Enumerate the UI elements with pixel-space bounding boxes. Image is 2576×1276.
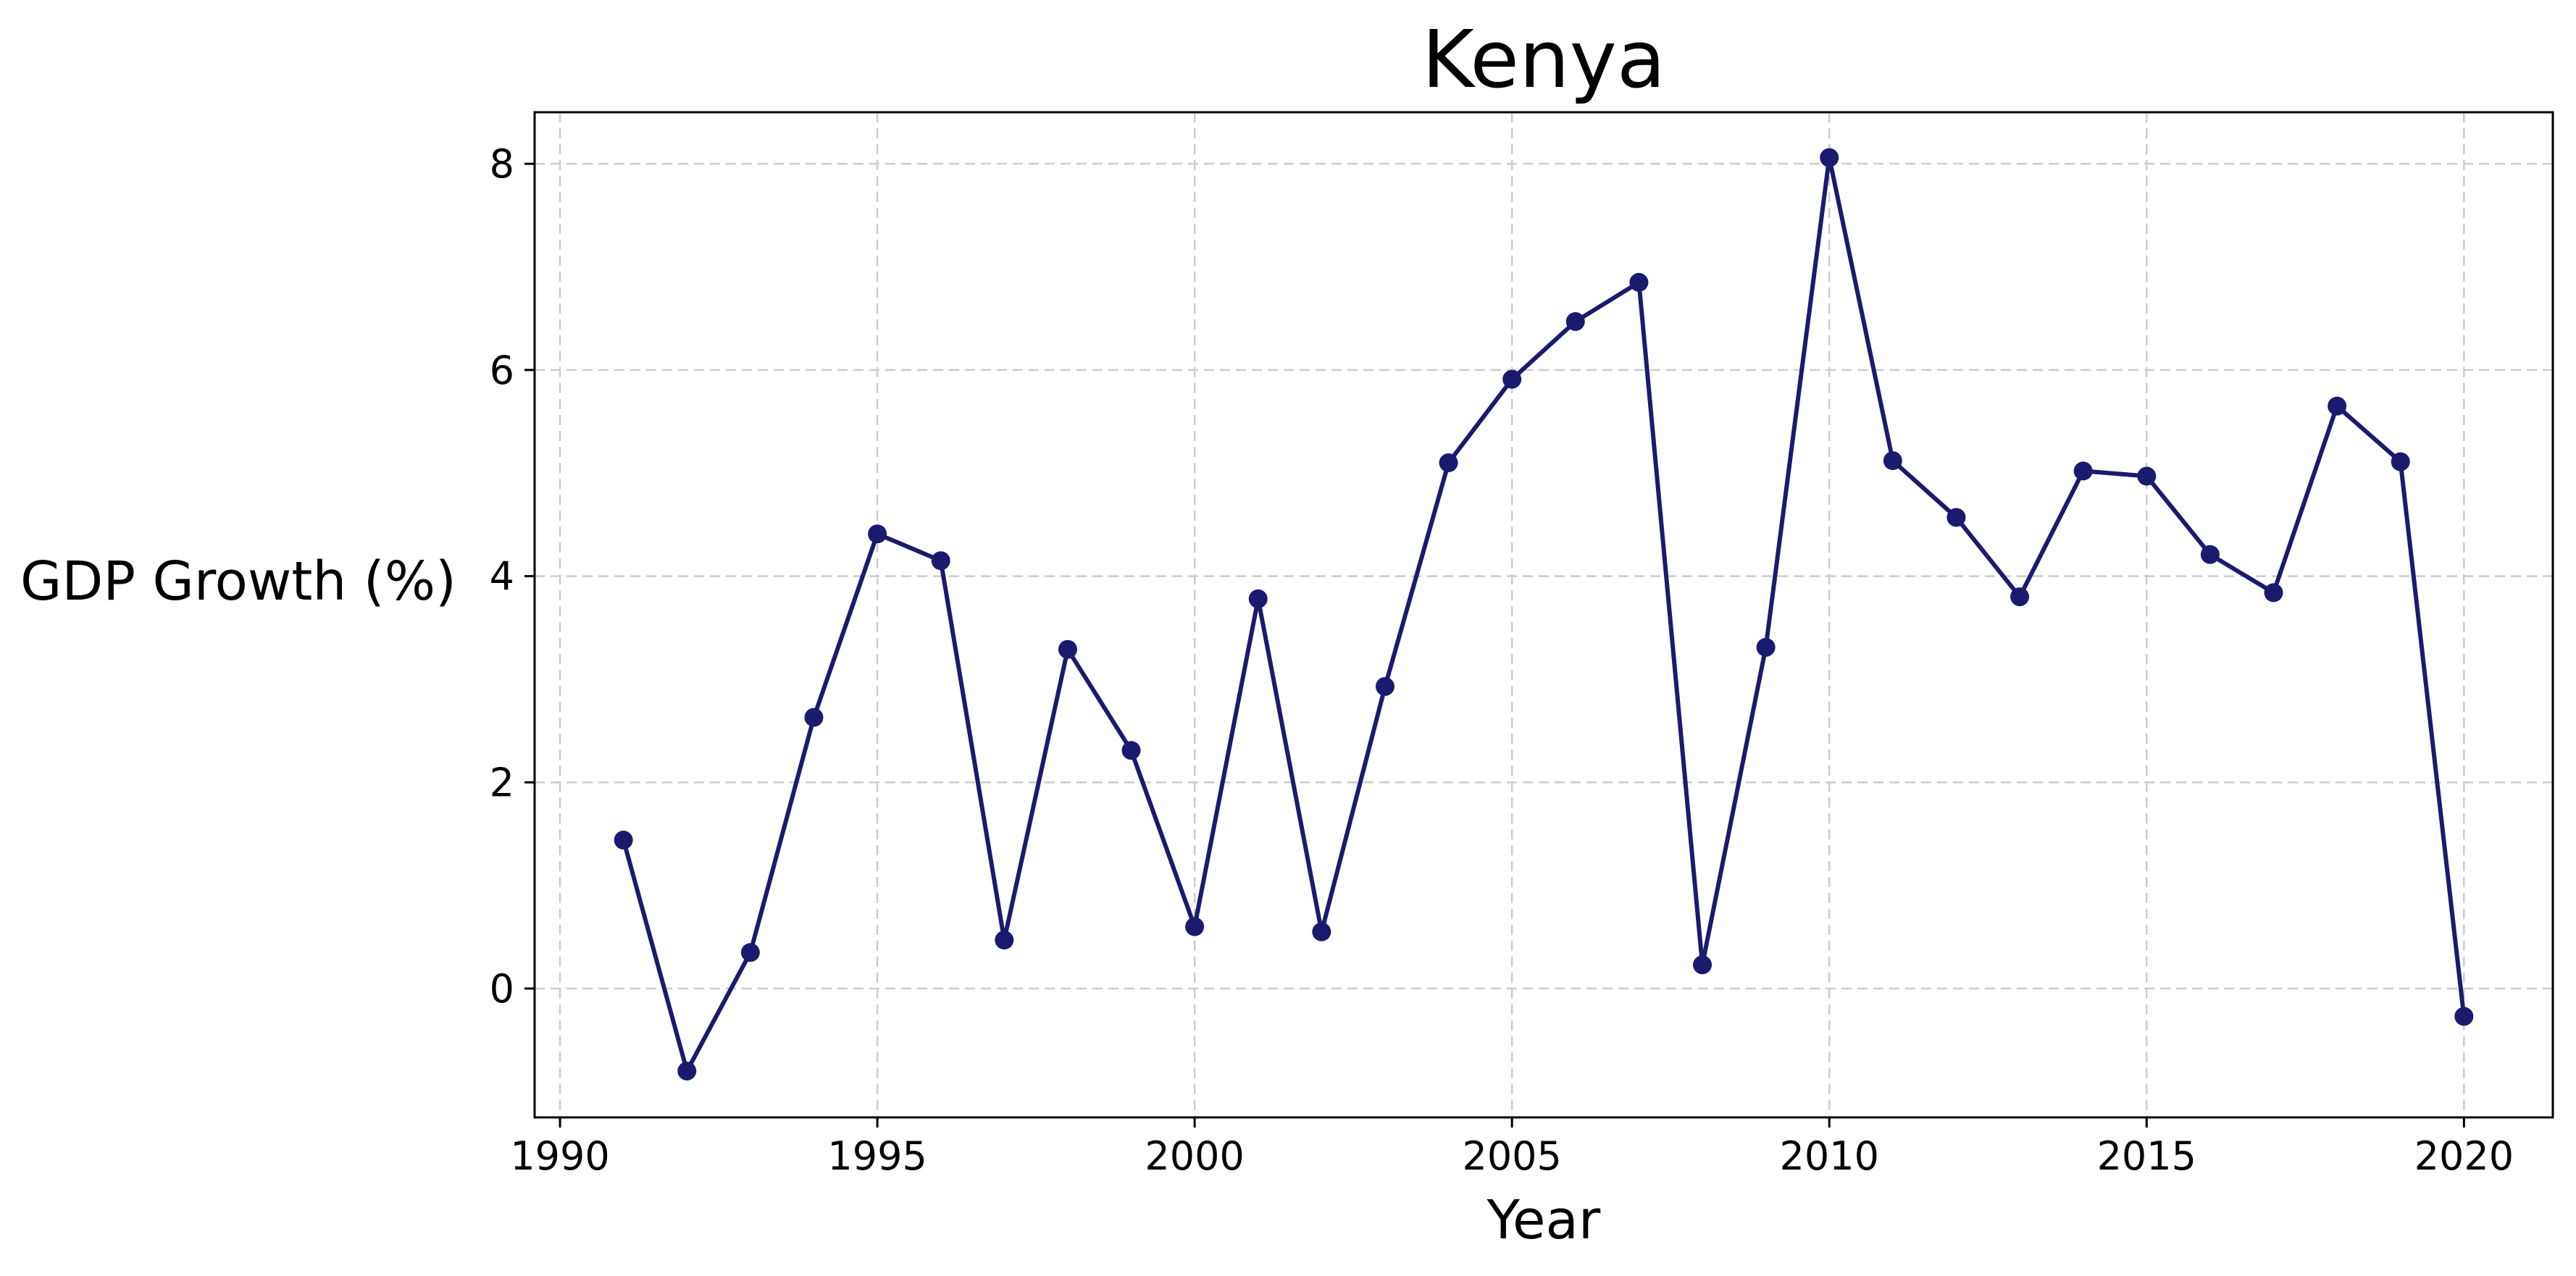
y-tick-label: 2 bbox=[490, 760, 514, 805]
data-point-1995 bbox=[868, 524, 887, 544]
data-point-2014 bbox=[2073, 461, 2093, 481]
x-tick-label: 2010 bbox=[1780, 1133, 1879, 1179]
series-layer bbox=[614, 148, 2474, 1080]
data-point-2018 bbox=[2328, 396, 2347, 416]
data-point-2008 bbox=[1693, 955, 1713, 975]
y-axis-label: GDP Growth (%) bbox=[20, 550, 456, 613]
data-point-2004 bbox=[1439, 453, 1458, 473]
data-point-2003 bbox=[1375, 676, 1394, 696]
data-point-1997 bbox=[995, 931, 1014, 950]
chart-title: Kenya bbox=[1422, 13, 1666, 106]
data-point-2011 bbox=[1883, 451, 1902, 471]
data-point-2015 bbox=[2137, 466, 2157, 486]
grid-lines bbox=[535, 112, 2553, 1117]
data-point-1994 bbox=[804, 708, 824, 727]
data-point-2010 bbox=[1820, 148, 1839, 167]
data-point-2001 bbox=[1248, 589, 1268, 608]
data-point-2016 bbox=[2200, 545, 2220, 564]
data-point-1992 bbox=[677, 1061, 697, 1080]
x-tick-label: 2000 bbox=[1145, 1133, 1244, 1179]
data-point-2020 bbox=[2454, 1007, 2474, 1026]
data-point-2002 bbox=[1312, 922, 1331, 941]
x-tick-label: 2005 bbox=[1462, 1133, 1561, 1179]
data-point-1993 bbox=[740, 943, 760, 962]
x-tick-label: 2020 bbox=[2414, 1133, 2514, 1179]
data-point-2013 bbox=[2010, 587, 2030, 607]
data-point-1996 bbox=[931, 551, 950, 571]
x-axis-label: Year bbox=[1486, 1189, 1601, 1251]
x-tick-label: 1990 bbox=[510, 1133, 609, 1179]
data-point-1991 bbox=[614, 831, 633, 850]
data-point-2005 bbox=[1502, 369, 1522, 389]
data-point-2006 bbox=[1565, 311, 1585, 331]
axis-ticks: 1990 1995 2000 2005 2010 2015 2020 0 2 4 6 8 bbox=[490, 141, 2514, 1179]
y-tick-label: 8 bbox=[490, 141, 514, 187]
series-line bbox=[621, 155, 2467, 1073]
data-point-2000 bbox=[1185, 917, 1205, 936]
plot-frame bbox=[533, 111, 2554, 1119]
data-point-2019 bbox=[2391, 452, 2410, 471]
data-point-2007 bbox=[1629, 272, 1649, 292]
data-point-2012 bbox=[1946, 508, 1966, 527]
data-point-1998 bbox=[1058, 639, 1077, 659]
data-point-1999 bbox=[1121, 741, 1141, 760]
y-tick-label: 0 bbox=[490, 966, 514, 1012]
data-point-2017 bbox=[2264, 583, 2283, 603]
y-tick-label: 4 bbox=[490, 554, 514, 600]
y-tick-label: 6 bbox=[490, 348, 514, 393]
x-tick-label: 2015 bbox=[2097, 1133, 2196, 1179]
data-point-2009 bbox=[1756, 637, 1776, 657]
x-tick-label: 1995 bbox=[827, 1133, 927, 1179]
